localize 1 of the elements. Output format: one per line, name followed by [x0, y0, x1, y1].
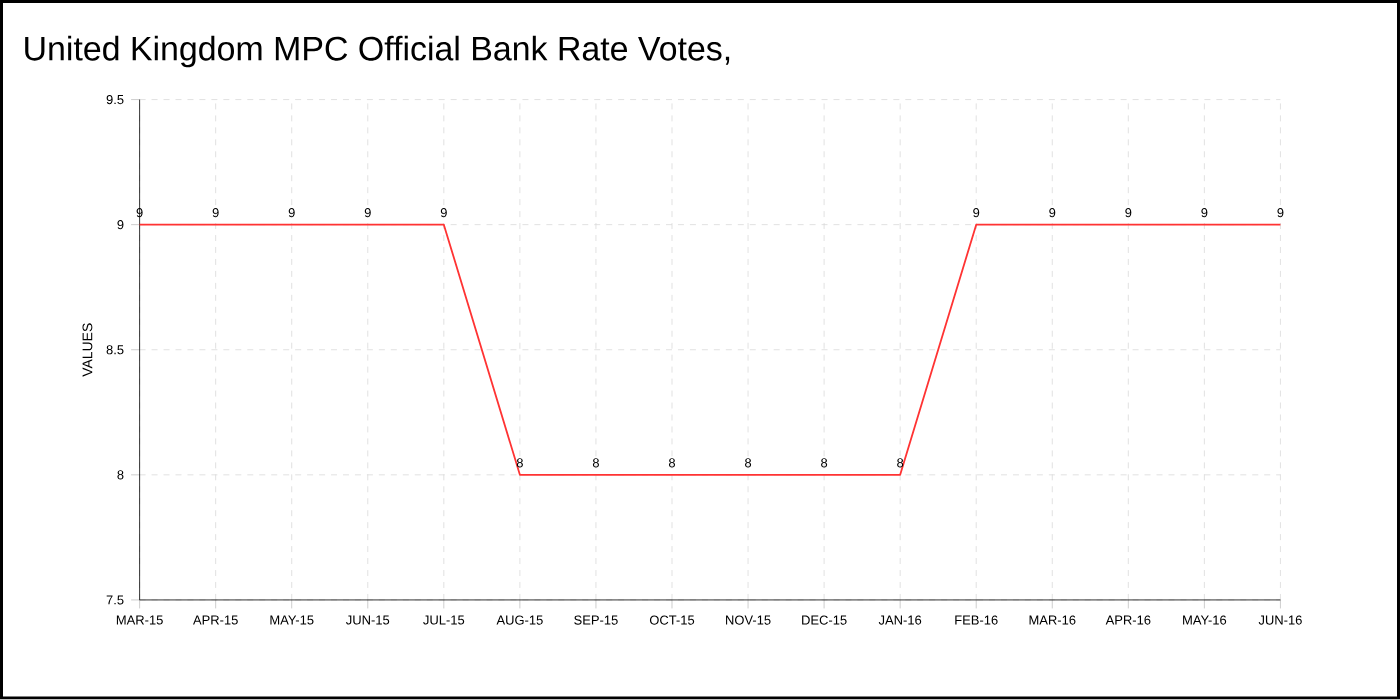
chart-title: United Kingdom MPC Official Bank Rate Votes, — [25, 36, 730, 68]
